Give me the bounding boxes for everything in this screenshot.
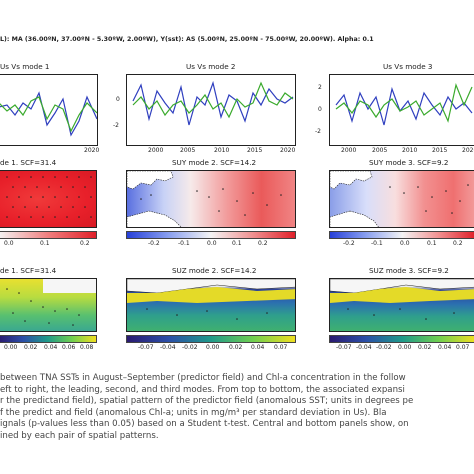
chl-coast-3	[330, 279, 474, 320]
cbar-tick-r3-3-0: -0.07	[336, 344, 352, 351]
cbar-tick-r3-3-5: 0.04	[438, 344, 452, 351]
sst-map-mode3	[329, 170, 474, 228]
ytick-2-0: 0	[116, 96, 120, 103]
timeseries-plot-3	[335, 82, 473, 126]
ytick-3-0: 2	[318, 84, 322, 91]
xtick-2-2005: 2005	[180, 147, 196, 154]
xtick-2-2000: 2000	[148, 147, 164, 154]
xtick-3-2010: 2010	[402, 147, 418, 154]
cbar-tick-r3-1-0: 0.00	[4, 344, 18, 351]
sst-map-mode1	[0, 170, 97, 228]
xtick-1-2020: 2020	[84, 147, 100, 154]
timeseries-axes-2	[126, 74, 296, 146]
cbar-tick-r2-2-0: -0.2	[148, 240, 160, 247]
cbar-tick-r3-2-0: -0.07	[138, 344, 154, 351]
panel-title-row3-2: SUZ mode 2. SCF=14.2	[172, 266, 257, 275]
panel-title-row2-1: de 1. SCF=31.4	[0, 158, 57, 167]
cbar-tick-r3-3-6: 0.07	[456, 344, 470, 351]
chl-map-mode2	[126, 278, 296, 332]
caption-line: f the predict and field (anomalous Chl-a…	[0, 407, 387, 418]
cbar-tick-r2-1-1: 0.1	[40, 240, 50, 247]
cbar-tick-r3-2-3: 0.00	[206, 344, 220, 351]
cbar-tick-r3-1-3: 0.06	[62, 344, 76, 351]
panel-title-row1-2: Us Vs mode 2	[186, 62, 236, 71]
series-b-line-1	[0, 96, 97, 133]
cbar-tick-r3-3-1: -0.04	[356, 344, 372, 351]
colorbar-chl-2	[126, 335, 296, 343]
colorbar-sst-3	[329, 231, 474, 239]
cbar-tick-r2-2-3: 0.1	[232, 240, 242, 247]
xtick-2-2020: 2020	[280, 147, 296, 154]
series-b-line-3	[335, 82, 473, 123]
cbar-tick-r3-1-2: 0.04	[44, 344, 58, 351]
panel-title-row3-3: SUZ mode 3. SCF=9.2	[369, 266, 449, 275]
series-a-line-3	[335, 86, 473, 126]
cbar-tick-r3-3-4: 0.02	[418, 344, 432, 351]
figure-header: L): MA (36.00ºN, 37.00ºN - 5.30ºW, 2.00º…	[0, 36, 374, 43]
coastline-2	[127, 171, 282, 227]
cbar-tick-r3-2-2: -0.02	[182, 344, 198, 351]
ytick-2-1: -2	[113, 122, 119, 129]
chl-map-mode1	[0, 278, 97, 332]
panel-title-row2-2: SUY mode 2. SCF=14.2	[172, 158, 257, 167]
sst-map-mode2	[126, 170, 296, 228]
colorbar-chl-1	[0, 335, 97, 343]
cbar-tick-r2-2-1: -0.1	[178, 240, 190, 247]
cbar-tick-r2-3-1: -0.1	[371, 240, 383, 247]
xtick-2-2010: 2010	[214, 147, 230, 154]
chl-dots-1	[6, 279, 96, 326]
panel-title-row1-3: Us Vs mode 3	[383, 62, 433, 71]
figure-caption: between TNA SSTs in August–September (pr…	[0, 373, 474, 443]
cbar-tick-r2-2-4: 0.2	[258, 240, 268, 247]
coastline-3	[330, 171, 469, 227]
cbar-tick-r3-2-1: -0.04	[160, 344, 176, 351]
chl-map-mode3	[329, 278, 474, 332]
series-a-line-2	[132, 80, 294, 126]
xtick-3-2005: 2005	[372, 147, 388, 154]
xtick-3-2015: 2015	[432, 147, 448, 154]
cbar-tick-r3-2-6: 0.07	[274, 344, 288, 351]
xtick-2-2015: 2015	[247, 147, 263, 154]
colorbar-sst-2	[126, 231, 296, 239]
cbar-tick-r2-3-2: 0.0	[400, 240, 410, 247]
cbar-tick-r3-3-3: 0.00	[398, 344, 412, 351]
caption-line: r the predictand field), spatial pattern…	[0, 396, 414, 407]
caption-line: ined by each pair of spatial patterns.	[0, 430, 159, 441]
xtick-3-2020: 2020	[462, 147, 474, 154]
timeseries-plot-2	[132, 80, 294, 126]
timeseries-axes-3	[329, 74, 474, 146]
xtick-3-2000: 2000	[341, 147, 357, 154]
cbar-tick-r3-1-1: 0.02	[24, 344, 38, 351]
timeseries-axes-1	[0, 74, 98, 146]
cbar-tick-r2-3-4: 0.2	[453, 240, 463, 247]
caption-line: eft to right, the leading, second, and t…	[0, 384, 405, 395]
cbar-tick-r3-2-5: 0.04	[251, 344, 265, 351]
cbar-tick-r2-1-0: 0.0	[4, 240, 14, 247]
ytick-3-1: 0	[318, 106, 322, 113]
colorbar-chl-3	[329, 335, 474, 343]
chl-coast-2	[127, 279, 295, 320]
cbar-tick-r2-2-2: 0.0	[207, 240, 217, 247]
panel-title-row3-1: de 1. SCF=31.4	[0, 266, 57, 275]
caption-line: between TNA SSTs in August–September (pr…	[0, 373, 406, 383]
ytick-3-2: -2	[315, 128, 321, 135]
cbar-tick-r3-3-2: -0.02	[376, 344, 392, 351]
cbar-tick-r3-2-4: 0.02	[229, 344, 243, 351]
significance-dots-1	[6, 176, 92, 218]
colorbar-sst-1	[0, 231, 97, 239]
panel-title-row2-3: SUY mode 3. SCF=9.2	[369, 158, 449, 167]
cbar-tick-r2-3-0: -0.2	[343, 240, 355, 247]
cbar-tick-r3-1-4: 0.08	[80, 344, 94, 351]
cbar-tick-r2-3-3: 0.1	[427, 240, 437, 247]
cbar-tick-r2-1-2: 0.2	[80, 240, 90, 247]
timeseries-plot-1	[0, 91, 97, 137]
caption-line: ignals (p-values less than 0.05) based o…	[0, 419, 409, 430]
panel-title-row1-1: Us Vs mode 1	[0, 62, 50, 71]
series-b-line-2	[132, 81, 294, 119]
series-a-line-1	[0, 91, 97, 137]
